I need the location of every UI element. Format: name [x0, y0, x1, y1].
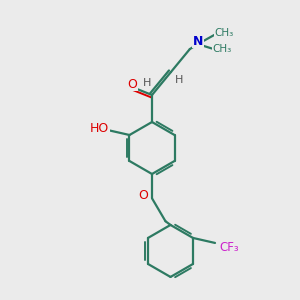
Text: O: O	[138, 189, 148, 202]
Text: O: O	[127, 77, 137, 91]
Text: CH₃: CH₃	[214, 28, 233, 38]
Text: CF₃: CF₃	[219, 242, 239, 254]
Text: H: H	[175, 75, 183, 85]
Text: CH₃: CH₃	[212, 44, 231, 54]
Text: N: N	[193, 34, 203, 48]
Text: HO: HO	[90, 122, 109, 134]
Text: H: H	[143, 78, 151, 88]
